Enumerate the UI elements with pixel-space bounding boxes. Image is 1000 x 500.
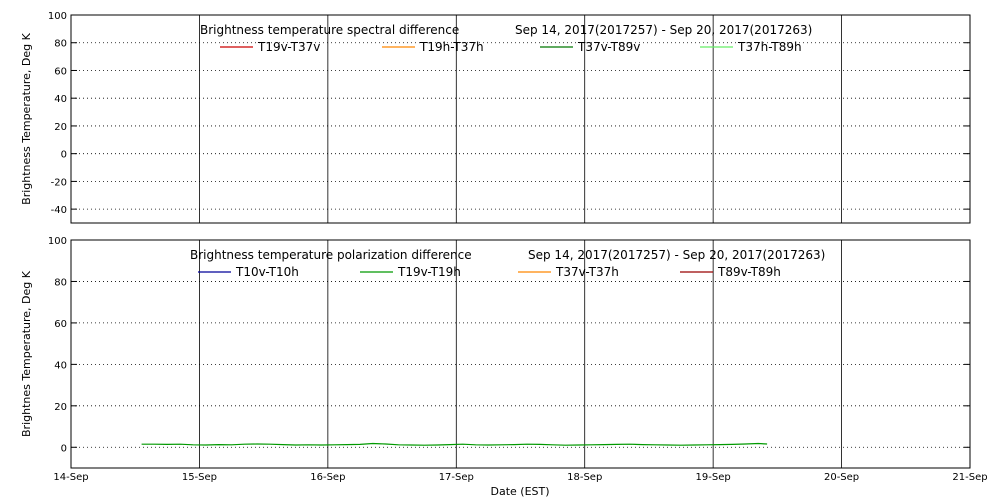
grid-lines <box>71 240 970 468</box>
x-ticks: 14-Sep 15-Sep 16-Sep 17-Sep 18-Sep 19-Sep 20-S… <box>53 472 987 483</box>
legend-label: T19v-T37v <box>257 40 320 54</box>
y-tick-label: 80 <box>54 39 67 50</box>
y-tick-label: 40 <box>54 360 67 371</box>
y-tick-label: 20 <box>54 402 67 413</box>
plot-frame <box>70 239 971 469</box>
y-tick-label: 100 <box>48 11 67 22</box>
legend-label: T37h-T89h <box>737 40 802 54</box>
y-ticks: 100 80 60 40 20 0 -20 -40 <box>48 11 970 216</box>
x-tick-label: 20-Sep <box>824 472 859 483</box>
legend-label: T37v-T37h <box>555 265 619 279</box>
y-tick-label: 60 <box>54 66 67 77</box>
x-tick-label: 16-Sep <box>310 472 345 483</box>
x-tick-label: 21-Sep <box>952 472 987 483</box>
legend: T19v-T37v T19h-T37h T37v-T89v T37h-T89h <box>220 40 802 54</box>
spectral-difference-panel: 100 80 60 40 20 0 -20 -40 Brightness temperatur… <box>20 11 971 224</box>
legend-label: T89v-T89h <box>717 265 781 279</box>
chart-title-left: Brightness temperature polarization diff… <box>190 248 472 262</box>
series-lines <box>141 442 768 446</box>
y-tick-label: -20 <box>51 177 67 188</box>
chart-title-right: Sep 14, 2017(2017257) - Sep 20, 2017(201… <box>528 248 825 262</box>
y-tick-label: 40 <box>54 94 67 105</box>
grid-lines <box>71 15 970 223</box>
y-tick-label: 80 <box>54 277 67 288</box>
y-tick-label: 20 <box>54 122 67 133</box>
legend-label: T10v-T10h <box>235 265 299 279</box>
x-tick-label: 15-Sep <box>182 472 217 483</box>
series-line-t19v-t19h <box>141 442 768 446</box>
x-tick-label: 14-Sep <box>53 472 88 483</box>
legend-label: T19v-T19h <box>397 265 461 279</box>
y-tick-label: -40 <box>51 205 67 216</box>
y-axis-label: Brightnes Temperature, Deg K <box>20 270 33 437</box>
y-ticks: 100 80 60 40 20 0 <box>48 236 970 454</box>
y-tick-label: 0 <box>61 150 67 161</box>
y-axis-label: Brightness Temperature, Deg K <box>20 32 33 204</box>
x-axis-label: Date (EST) <box>490 485 549 498</box>
legend: T10v-T10h T19v-T19h T37v-T37h T89v-T89h <box>198 265 781 279</box>
y-tick-label: 60 <box>54 319 67 330</box>
y-tick-label: 0 <box>61 443 67 454</box>
plot-frame <box>70 14 971 224</box>
polarization-difference-panel: 100 80 60 40 20 0 Brightness temperature pola… <box>20 236 988 498</box>
legend-label: T37v-T89v <box>577 40 640 54</box>
x-tick-label: 18-Sep <box>567 472 602 483</box>
chart-title-left: Brightness temperature spectral differen… <box>200 23 459 37</box>
chart-title-right: Sep 14, 2017(2017257) - Sep 20, 2017(201… <box>515 23 812 37</box>
y-tick-label: 100 <box>48 236 67 247</box>
legend-label: T19h-T37h <box>419 40 484 54</box>
x-tick-label: 19-Sep <box>696 472 731 483</box>
x-tick-label: 17-Sep <box>439 472 474 483</box>
